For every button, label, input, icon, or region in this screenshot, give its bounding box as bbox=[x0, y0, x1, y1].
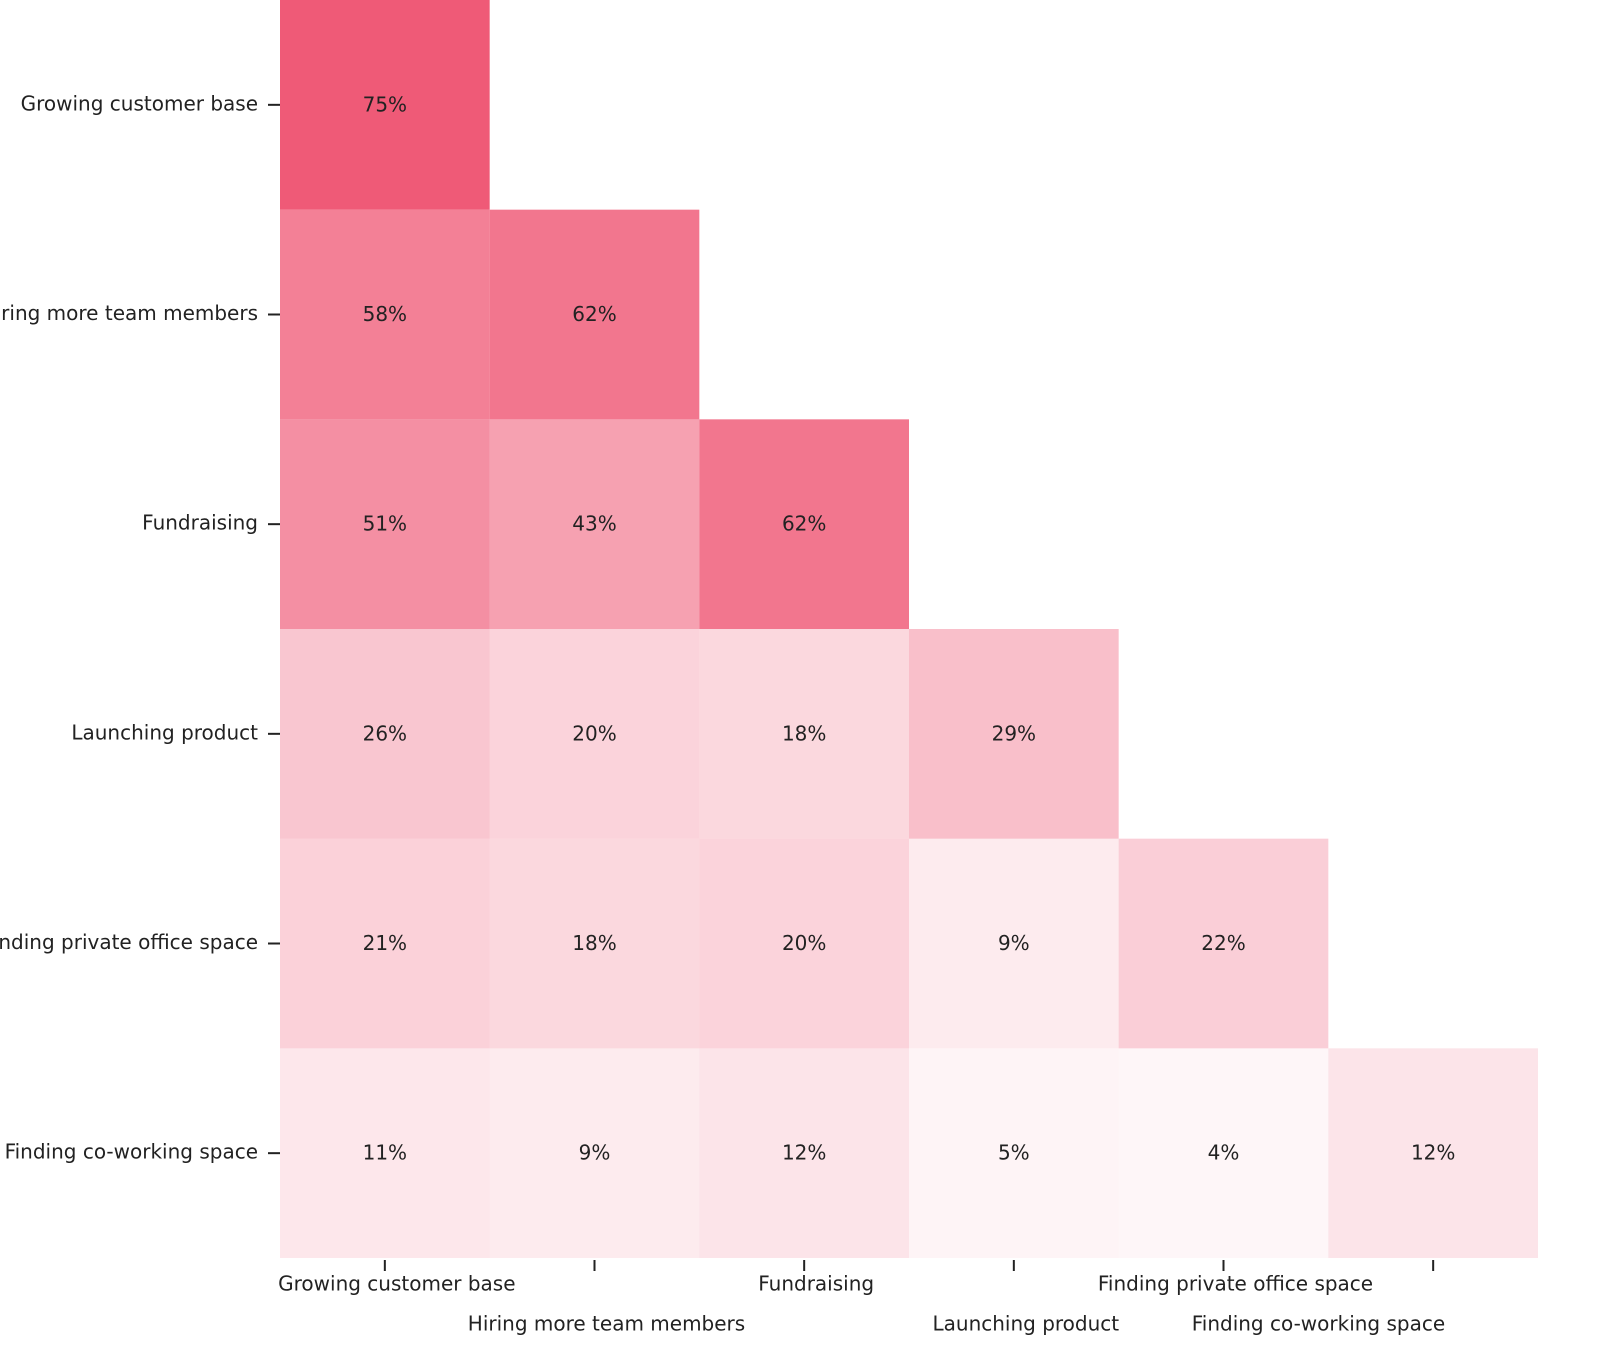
heatmap-cell bbox=[1118, 1048, 1329, 1258]
x-tick-label: Hiring more team members bbox=[468, 1312, 745, 1336]
heatmap-cell bbox=[280, 629, 490, 839]
cell-label: 20% bbox=[782, 931, 826, 955]
heatmap-cell bbox=[280, 838, 490, 1049]
y-tick-label: Finding private office space bbox=[0, 930, 258, 954]
heatmap-cell bbox=[909, 629, 1119, 839]
x-tick-label: Fundraising bbox=[758, 1272, 874, 1296]
heatmap-cell bbox=[489, 629, 700, 839]
heatmap-cell bbox=[699, 629, 909, 839]
heatmap-cell bbox=[280, 1048, 490, 1258]
cell-label: 26% bbox=[363, 721, 407, 745]
cell-label: 9% bbox=[579, 1141, 611, 1165]
heatmap-cell bbox=[699, 419, 909, 629]
x-tick-label: Growing customer base bbox=[278, 1272, 515, 1296]
heatmap-cell bbox=[699, 1048, 909, 1258]
cell-label: 18% bbox=[572, 931, 616, 955]
heatmap-cell bbox=[699, 838, 909, 1049]
heatmap-cell bbox=[489, 419, 700, 629]
cell-label: 18% bbox=[782, 721, 826, 745]
x-tick-label: Launching product bbox=[933, 1312, 1120, 1336]
heatmap-cell bbox=[1118, 838, 1329, 1049]
cell-label: 22% bbox=[1201, 931, 1245, 955]
y-tick-label: Finding co-working space bbox=[5, 1140, 258, 1164]
cell-label: 20% bbox=[572, 721, 616, 745]
cell-label: 75% bbox=[363, 92, 407, 116]
cell-label: 11% bbox=[363, 1141, 407, 1165]
heatmap-cell bbox=[280, 209, 490, 420]
cell-label: 12% bbox=[1411, 1141, 1455, 1165]
heatmap-cell bbox=[1328, 1048, 1538, 1258]
y-tick-label: Growing customer base bbox=[21, 91, 258, 115]
cell-label: 12% bbox=[782, 1141, 826, 1165]
heatmap-cell bbox=[909, 838, 1119, 1049]
cell-label: 62% bbox=[782, 512, 826, 536]
cell-label: 4% bbox=[1208, 1141, 1240, 1165]
heatmap-cell bbox=[489, 838, 700, 1049]
heatmap-cell bbox=[280, 419, 490, 629]
heatmap-cell bbox=[909, 1048, 1119, 1258]
heatmap-cell bbox=[489, 1048, 700, 1258]
heatmap-cell bbox=[489, 209, 700, 420]
cell-label: 21% bbox=[363, 931, 407, 955]
y-tick-label: Hiring more team members bbox=[0, 301, 258, 325]
cell-label: 29% bbox=[992, 721, 1036, 745]
cell-label: 5% bbox=[998, 1141, 1030, 1165]
cell-label: 51% bbox=[363, 512, 407, 536]
y-tick-label: Fundraising bbox=[142, 511, 258, 535]
cell-label: 43% bbox=[572, 512, 616, 536]
heatmap-cell bbox=[280, 0, 490, 210]
x-tick-label: Finding co-working space bbox=[1192, 1312, 1445, 1336]
cell-label: 58% bbox=[363, 302, 407, 326]
cell-label: 9% bbox=[998, 931, 1030, 955]
y-tick-label: Launching product bbox=[71, 720, 258, 744]
x-tick-label: Finding private office space bbox=[1098, 1272, 1373, 1296]
cell-label: 62% bbox=[572, 302, 616, 326]
